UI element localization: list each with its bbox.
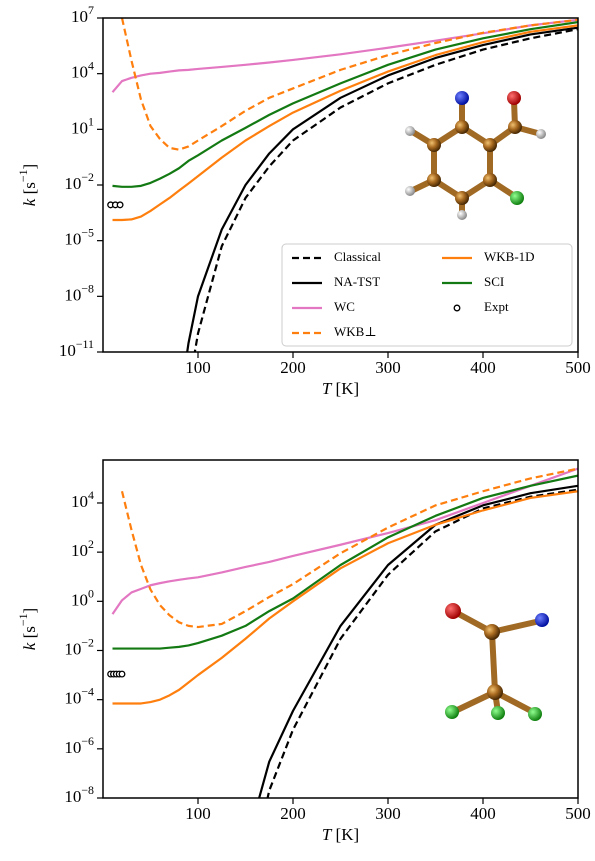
- legend-label: Classical: [334, 249, 381, 264]
- y-tick-label: 104: [71, 488, 94, 511]
- y-tick-label: 10−2: [64, 170, 94, 193]
- legend-label: Expt: [484, 299, 509, 314]
- y-tick-label: 102: [71, 537, 94, 560]
- x-tick-label: 400: [470, 358, 496, 377]
- legend-label: WKB-1D: [484, 249, 535, 264]
- x-tick-label: 100: [185, 804, 211, 823]
- x-tick-label: 500: [565, 804, 591, 823]
- y-tick-label: 10−5: [64, 225, 94, 248]
- axis-label: k [s−1]: [16, 608, 39, 650]
- legend-label: WKB⊥: [334, 324, 377, 339]
- page: 10−11 10−8 10−5 10−2 101 104 107 100 200 300 400 50…: [0, 0, 595, 861]
- y-tick-label: 100: [71, 586, 94, 609]
- chart: 10−8 10−6 10−4 10−2 100 102 104 100 200 300 400 500…: [16, 460, 591, 861]
- axis-label: T [K]: [322, 825, 359, 844]
- y-tick-label: 101: [71, 114, 94, 137]
- chart: 10−11 10−8 10−5 10−2 101 104 107 100 200 300 400 50…: [16, 3, 591, 408]
- series-line: [113, 22, 579, 187]
- y-tick-label: 10−8: [64, 281, 94, 304]
- y-tick-label: 107: [71, 3, 94, 26]
- figure: 10−11 10−8 10−5 10−2 101 104 107 100 200 300 400 50…: [0, 0, 595, 861]
- data-point: [117, 202, 123, 208]
- y-tick-label: 10−8: [64, 783, 94, 806]
- y-tick-label: 10−4: [64, 684, 94, 707]
- x-tick-label: 300: [375, 358, 401, 377]
- data-point: [119, 671, 125, 677]
- x-tick-label: 300: [375, 804, 401, 823]
- legend-label: NA-TST: [334, 274, 380, 289]
- x-tick-label: 200: [280, 804, 306, 823]
- y-tick-label: 10−6: [64, 734, 94, 757]
- y-tick-label: 10−2: [64, 635, 94, 658]
- series-line: [179, 28, 578, 408]
- plot-area: [108, 18, 578, 408]
- y-tick-label: 10−11: [59, 337, 94, 360]
- legend-marker: [454, 305, 460, 311]
- series-line: [246, 486, 579, 847]
- plot-area: [108, 469, 578, 861]
- axis-label: k [s−1]: [16, 164, 39, 206]
- x-tick-label: 200: [280, 358, 306, 377]
- legend-label: WC: [334, 299, 355, 314]
- molecule-illustration: [405, 91, 546, 220]
- molecule-illustration: [445, 603, 549, 721]
- legend: Classical NA-TST WC WKB⊥ WKB-1D SCI Expt: [282, 244, 572, 346]
- axis-label: T [K]: [322, 379, 359, 398]
- y-tick-label: 104: [71, 58, 94, 81]
- series-line: [113, 491, 579, 703]
- legend-label: SCI: [484, 274, 504, 289]
- x-tick-label: 100: [185, 358, 211, 377]
- x-tick-label: 400: [470, 804, 496, 823]
- x-tick-label: 500: [565, 358, 591, 377]
